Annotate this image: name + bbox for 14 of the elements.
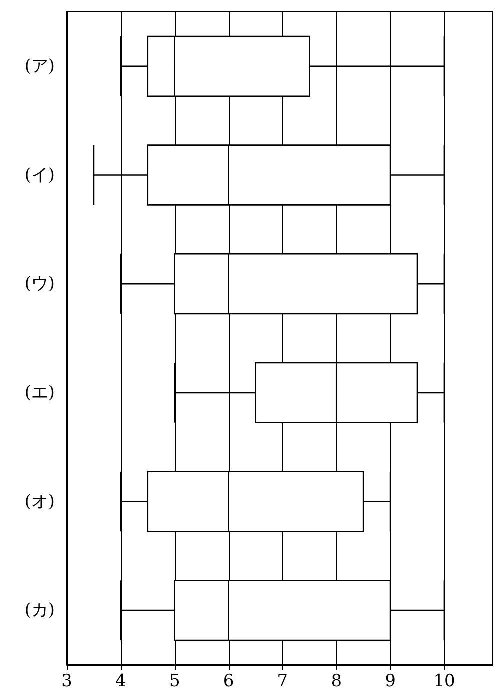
x-tick-label: 7 (277, 672, 288, 692)
y-tick-label: (ア) (24, 56, 55, 76)
y-tick-label: (イ) (24, 165, 55, 186)
x-tick-label: 4 (116, 672, 126, 692)
y-tick-label: (カ) (24, 600, 55, 621)
y-tick-label: (エ) (24, 382, 55, 403)
x-tick-label: 10 (434, 672, 456, 692)
x-tick-label: 9 (385, 672, 396, 692)
x-tick-label: 3 (62, 672, 72, 692)
y-tick-label: (オ) (24, 492, 55, 512)
y-tick-label: (ウ) (24, 274, 55, 294)
x-tick-label: 6 (223, 672, 234, 692)
x-tick-label: 8 (331, 672, 342, 692)
x-tick-label: 5 (169, 672, 180, 692)
